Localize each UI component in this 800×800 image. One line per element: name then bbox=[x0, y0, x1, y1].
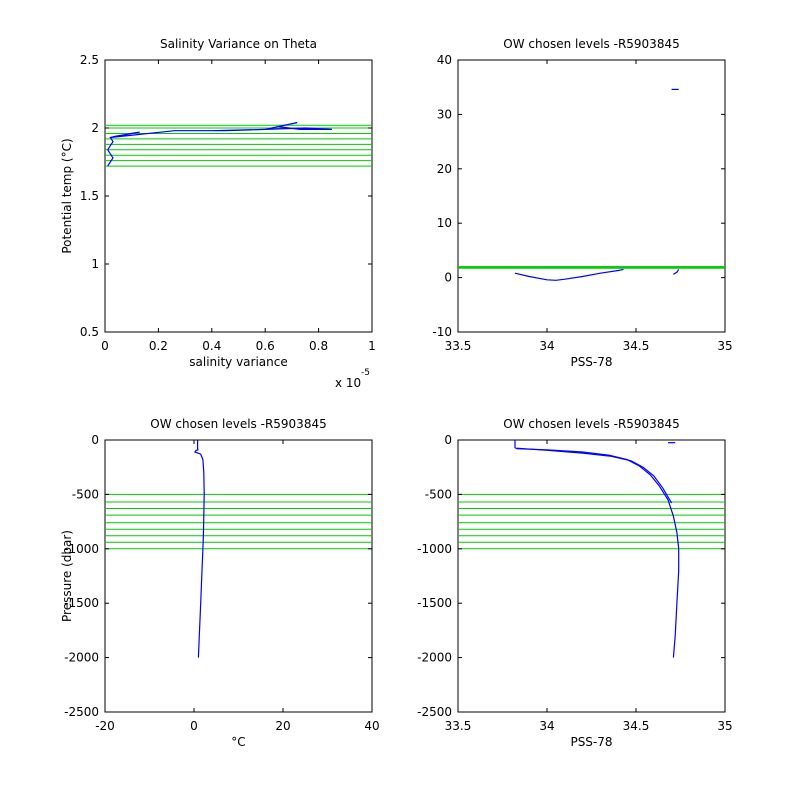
chart-title: OW chosen levels -R5903845 bbox=[503, 417, 679, 431]
plot-frame bbox=[104, 59, 373, 333]
x-tick-label: 34.5 bbox=[623, 339, 650, 353]
chart-panel-4: 33.5 34 34.5 35 -2500 -2000 -1500 -1000 -500 0 OW … bbox=[417, 417, 733, 749]
chosen-levels bbox=[458, 493, 725, 550]
y-tick-label: -2500 bbox=[417, 705, 452, 719]
series-group bbox=[193, 440, 205, 658]
x-exponent-label: x 10 bbox=[335, 376, 361, 390]
y-tick-label: 1 bbox=[91, 257, 99, 271]
y-tick-label: 0 bbox=[444, 271, 452, 285]
x-axis-label: salinity variance bbox=[189, 355, 288, 369]
series-group bbox=[106, 122, 332, 167]
y-tick-label: -500 bbox=[72, 487, 99, 501]
y-tick-label: 0 bbox=[444, 433, 452, 447]
x-axis-label: °C bbox=[231, 735, 245, 749]
chart-title: OW chosen levels -R5903845 bbox=[503, 37, 679, 51]
chart-title: Salinity Variance on Theta bbox=[160, 37, 317, 51]
y-tick-label: 2.5 bbox=[80, 53, 99, 67]
y-tick-label: -2000 bbox=[417, 651, 452, 665]
series-group bbox=[514, 440, 680, 658]
x-axis-label: PSS-78 bbox=[570, 355, 612, 369]
y-tick-label: -1000 bbox=[64, 542, 99, 556]
x-tick-label: 0.4 bbox=[202, 339, 221, 353]
y-tick-label: -1000 bbox=[417, 542, 452, 556]
y-axis-label: Potential temp (°C) bbox=[60, 138, 74, 253]
x-exponent: -5 bbox=[361, 368, 370, 378]
y-tick-label: 30 bbox=[437, 107, 452, 121]
x-tick-label: 0 bbox=[190, 719, 198, 733]
y-tick-label: 40 bbox=[437, 53, 452, 67]
x-tick-label: 34 bbox=[539, 719, 554, 733]
x-tick-label: 40 bbox=[364, 719, 379, 733]
plot-frame bbox=[457, 439, 726, 713]
chart-title: OW chosen levels -R5903845 bbox=[150, 417, 326, 431]
plot-frame bbox=[104, 439, 373, 713]
y-tick-label: -500 bbox=[425, 487, 452, 501]
y-tick-label: -2500 bbox=[64, 705, 99, 719]
chart-panel-2: 33.5 34 34.5 35 -10 0 10 20 30 40 OW chosen levels… bbox=[432, 37, 732, 369]
series-group bbox=[514, 88, 680, 281]
plot-frame bbox=[457, 59, 726, 333]
x-tick-label: -20 bbox=[95, 719, 115, 733]
x-tick-label: 0.6 bbox=[256, 339, 275, 353]
chosen-levels bbox=[458, 266, 725, 269]
series-line bbox=[106, 122, 332, 167]
x-tick-label: 33.5 bbox=[445, 719, 472, 733]
x-tick-label: 34 bbox=[539, 339, 554, 353]
chart-panel-1: 0 0.2 0.4 0.6 0.8 1 0.5 1 1.5 2 2.5 Salinity Varian… bbox=[60, 37, 376, 390]
x-tick-label: 1 bbox=[368, 339, 376, 353]
y-tick-label: 1.5 bbox=[80, 189, 99, 203]
x-tick-label: 33.5 bbox=[445, 339, 472, 353]
chosen-levels bbox=[105, 493, 372, 550]
y-tick-label: 0.5 bbox=[80, 325, 99, 339]
chart-panel-3: -20 0 20 40 -2500 -2000 -1500 -1000 -500 0 OW chos… bbox=[60, 417, 380, 749]
series-line bbox=[516, 447, 673, 504]
y-tick-label: 20 bbox=[437, 162, 452, 176]
x-tick-label: 35 bbox=[717, 339, 732, 353]
x-tick-label: 34.5 bbox=[623, 719, 650, 733]
series-line bbox=[193, 440, 205, 658]
y-tick-label: -1500 bbox=[417, 596, 452, 610]
x-tick-label: 35 bbox=[717, 719, 732, 733]
y-tick-label: 0 bbox=[91, 433, 99, 447]
y-tick-label: -2000 bbox=[64, 651, 99, 665]
series-line bbox=[514, 268, 624, 281]
y-tick-label: -1500 bbox=[64, 596, 99, 610]
y-tick-label: 10 bbox=[437, 216, 452, 230]
x-tick-label: 20 bbox=[275, 719, 290, 733]
x-tick-label: 0.2 bbox=[149, 339, 168, 353]
x-axis-label: PSS-78 bbox=[570, 735, 612, 749]
y-tick-label: 2 bbox=[91, 121, 99, 135]
series-line bbox=[673, 269, 680, 275]
x-tick-label: 0.8 bbox=[309, 339, 328, 353]
y-axis-label: Pressure (dbar) bbox=[60, 530, 74, 622]
x-tick-label: 0 bbox=[101, 339, 109, 353]
y-tick-label: -10 bbox=[432, 325, 452, 339]
